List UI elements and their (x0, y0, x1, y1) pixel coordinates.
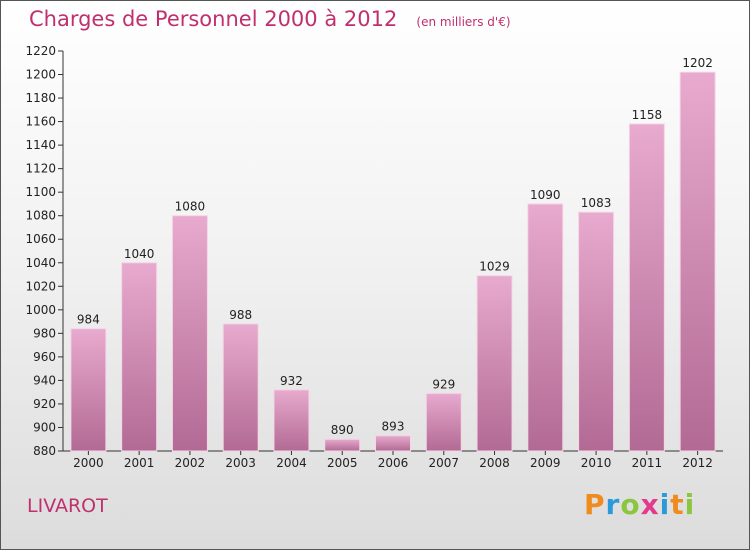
x-tick-label: 2007 (428, 456, 459, 470)
bar-value-label: 1029 (479, 260, 510, 274)
y-tick-label: 1100 (25, 185, 56, 199)
y-tick-label: 960 (33, 350, 56, 364)
x-tick-label: 2011 (632, 456, 663, 470)
y-tick-label: 940 (33, 373, 56, 387)
y-tick-label: 1000 (25, 303, 56, 317)
chart-title: Charges de Personnel 2000 à 2012 (29, 7, 398, 31)
x-tick-label: 2001 (124, 456, 155, 470)
bar-value-label: 1090 (530, 188, 561, 202)
bar (222, 323, 259, 452)
y-tick-label: 1160 (25, 115, 56, 129)
bar (527, 203, 564, 452)
y-tick-label: 980 (33, 326, 56, 340)
y-tick-label: 880 (33, 444, 56, 458)
y-tick-label: 920 (33, 397, 56, 411)
x-tick-label: 2008 (479, 456, 510, 470)
chart-subtitle: (en milliers d'€) (416, 15, 511, 29)
x-tick-label: 2005 (327, 456, 358, 470)
y-tick-label: 1200 (25, 68, 56, 82)
bar-value-label: 1202 (682, 56, 713, 70)
y-tick-label: 1060 (25, 232, 56, 246)
place-name: LIVAROT (27, 495, 108, 517)
x-tick-label: 2003 (225, 456, 256, 470)
bar (324, 438, 361, 452)
bar-value-label: 1158 (632, 108, 663, 122)
y-tick-label: 900 (33, 420, 56, 434)
x-tick-label: 2000 (73, 456, 104, 470)
y-tick-label: 1180 (25, 91, 56, 105)
x-tick-label: 2002 (175, 456, 206, 470)
bar-value-label: 984 (77, 313, 100, 327)
x-tick-label: 2006 (378, 456, 409, 470)
bar-value-label: 932 (280, 374, 303, 388)
bar-value-label: 1083 (581, 196, 612, 210)
proxiti-logo: Proxiti (584, 488, 696, 521)
bar (679, 71, 716, 452)
x-tick-label: 2012 (682, 456, 713, 470)
bar-value-label: 890 (331, 423, 354, 437)
x-tick-label: 2010 (581, 456, 612, 470)
y-tick-label: 1040 (25, 256, 56, 270)
y-tick-label: 1220 (25, 44, 56, 58)
bar (375, 435, 411, 452)
bar (121, 262, 158, 452)
bar (476, 275, 513, 452)
bar (70, 328, 107, 452)
y-tick-label: 1140 (25, 138, 56, 152)
bar (578, 211, 615, 452)
bar-value-label: 929 (432, 377, 455, 391)
bar-value-label: 1080 (175, 200, 206, 214)
bar (171, 215, 208, 452)
x-tick-label: 2004 (276, 456, 307, 470)
bar (628, 123, 665, 452)
x-tick-label: 2009 (530, 456, 561, 470)
bar (273, 389, 310, 452)
bar-value-label: 988 (229, 308, 252, 322)
bar-value-label: 1040 (124, 247, 155, 261)
bar-value-label: 893 (382, 420, 405, 434)
bar (425, 392, 462, 452)
chart-title-block: Charges de Personnel 2000 à 2012 (en mil… (29, 7, 511, 31)
y-tick-label: 1120 (25, 162, 56, 176)
y-tick-label: 1080 (25, 209, 56, 223)
y-tick-label: 1020 (25, 279, 56, 293)
